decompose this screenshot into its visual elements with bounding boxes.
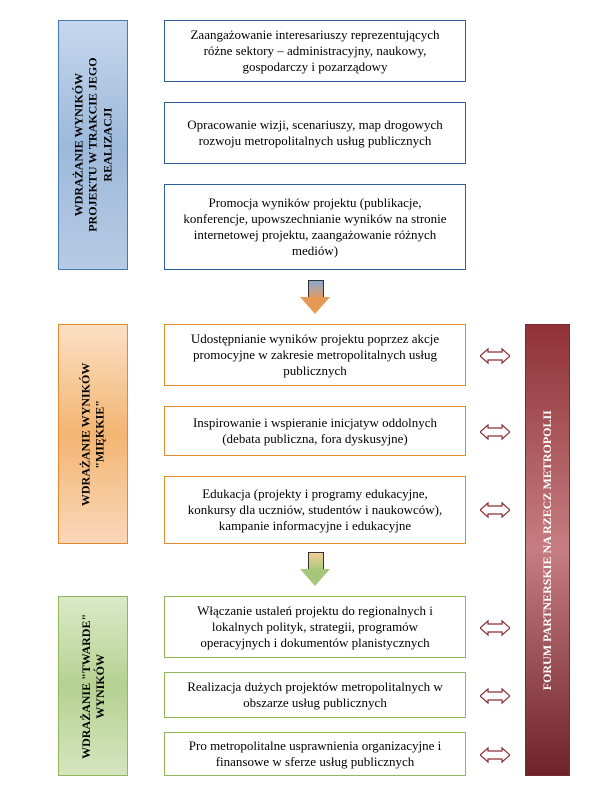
dbl-arrow-6 (480, 745, 510, 765)
diagram-root: WDRAŻANIE WYNIKÓW PROJEKTU W TRAKCIE JEG… (0, 0, 602, 785)
down-arrow-2 (300, 552, 330, 586)
dbl-arrow-1 (480, 346, 510, 366)
box-g3: Pro metropolitalne usprawnienia organiza… (164, 732, 466, 776)
stage-label-blue: WDRAŻANIE WYNIKÓW PROJEKTU W TRAKCIE JEG… (71, 58, 114, 232)
dbl-arrow-4 (480, 618, 510, 638)
box-o3: Edukacja (projekty i programy edukacyjne… (164, 476, 466, 544)
box-o1: Udostępnianie wyników projektu poprzez a… (164, 324, 466, 386)
down-arrow-1 (300, 280, 330, 314)
box-g2: Realizacja dużych projektów metropolital… (164, 672, 466, 718)
box-g1: Włączanie ustaleń projektu do regionalny… (164, 596, 466, 658)
box-b3: Promocja wyników projektu (publikacje, k… (164, 184, 466, 270)
stage-bar-blue: WDRAŻANIE WYNIKÓW PROJEKTU W TRAKCIE JEG… (58, 20, 128, 270)
stage-label-red: FORUM PARTNERSKIE NA RZECZ METROPOLII (540, 410, 554, 690)
box-o2: Inspirowanie i wspieranie inicjatyw oddo… (164, 406, 466, 456)
stage-label-orange: WDRAŻANIE WYNIKÓW "MIĘKKIE" (79, 362, 108, 505)
dbl-arrow-3 (480, 500, 510, 520)
box-b2: Opracowanie wizji, scenariuszy, map drog… (164, 102, 466, 164)
stage-bar-red: FORUM PARTNERSKIE NA RZECZ METROPOLII (525, 324, 570, 776)
dbl-arrow-5 (480, 686, 510, 706)
stage-bar-orange: WDRAŻANIE WYNIKÓW "MIĘKKIE" (58, 324, 128, 544)
box-b1: Zaangażowanie interesariuszy reprezentuj… (164, 20, 466, 82)
stage-bar-green: WDRAŻANIE "TWARDE" WYNIKÓW (58, 596, 128, 776)
dbl-arrow-2 (480, 422, 510, 442)
stage-label-green: WDRAŻANIE "TWARDE" WYNIKÓW (79, 613, 108, 758)
